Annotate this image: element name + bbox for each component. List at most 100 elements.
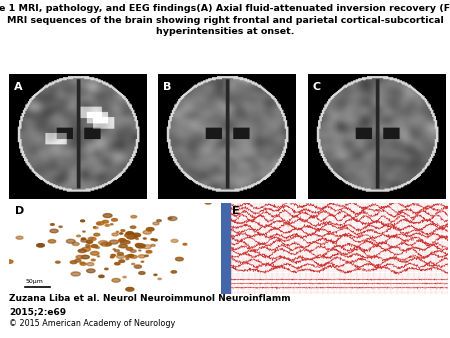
Circle shape xyxy=(87,269,95,273)
Circle shape xyxy=(78,250,81,251)
Circle shape xyxy=(111,255,116,257)
Circle shape xyxy=(94,227,98,229)
Text: D: D xyxy=(15,206,24,216)
Circle shape xyxy=(37,244,45,247)
Circle shape xyxy=(56,261,60,263)
Circle shape xyxy=(97,223,100,224)
Circle shape xyxy=(83,231,85,232)
Circle shape xyxy=(117,255,125,259)
Circle shape xyxy=(103,214,112,218)
Circle shape xyxy=(153,222,159,225)
Circle shape xyxy=(76,191,79,192)
Circle shape xyxy=(120,233,123,234)
Circle shape xyxy=(146,250,152,253)
Circle shape xyxy=(112,279,120,282)
Circle shape xyxy=(71,272,80,276)
Circle shape xyxy=(110,224,113,225)
Circle shape xyxy=(139,250,141,251)
Circle shape xyxy=(126,240,128,241)
Circle shape xyxy=(50,229,58,233)
Circle shape xyxy=(176,257,183,261)
Circle shape xyxy=(136,244,145,248)
Circle shape xyxy=(158,278,161,280)
Circle shape xyxy=(97,256,99,257)
Circle shape xyxy=(88,237,96,241)
Circle shape xyxy=(76,256,84,259)
Circle shape xyxy=(90,238,94,239)
Circle shape xyxy=(5,260,13,263)
Circle shape xyxy=(99,241,108,245)
Circle shape xyxy=(109,240,118,244)
Text: 50μm: 50μm xyxy=(25,279,43,284)
Circle shape xyxy=(120,242,123,243)
Circle shape xyxy=(151,239,154,240)
Bar xyxy=(220,203,230,294)
Circle shape xyxy=(126,258,129,260)
Circle shape xyxy=(126,235,134,238)
Circle shape xyxy=(82,247,90,251)
Circle shape xyxy=(80,262,85,264)
Circle shape xyxy=(134,236,137,237)
Circle shape xyxy=(75,259,81,262)
Circle shape xyxy=(86,241,93,243)
Circle shape xyxy=(115,263,120,265)
Circle shape xyxy=(99,275,104,277)
Circle shape xyxy=(126,232,133,235)
Circle shape xyxy=(153,239,157,241)
Circle shape xyxy=(103,220,108,223)
Text: A: A xyxy=(14,82,22,92)
Circle shape xyxy=(135,243,143,247)
Circle shape xyxy=(139,272,145,274)
Circle shape xyxy=(94,227,96,228)
Circle shape xyxy=(81,239,87,242)
Circle shape xyxy=(131,215,137,218)
Circle shape xyxy=(119,244,127,248)
Circle shape xyxy=(128,235,137,239)
Circle shape xyxy=(86,246,90,248)
Circle shape xyxy=(119,239,126,242)
Circle shape xyxy=(112,233,118,236)
Circle shape xyxy=(105,224,109,226)
Circle shape xyxy=(145,255,148,257)
Circle shape xyxy=(144,238,146,239)
Circle shape xyxy=(142,245,151,249)
Circle shape xyxy=(151,244,155,246)
Circle shape xyxy=(130,255,137,258)
Circle shape xyxy=(90,251,99,255)
Circle shape xyxy=(116,231,118,232)
Circle shape xyxy=(119,246,121,247)
Circle shape xyxy=(157,220,161,222)
Circle shape xyxy=(76,235,81,237)
Circle shape xyxy=(81,255,90,259)
Circle shape xyxy=(126,287,134,291)
Circle shape xyxy=(143,231,151,234)
Circle shape xyxy=(126,255,131,258)
Circle shape xyxy=(127,236,135,239)
Circle shape xyxy=(50,224,54,225)
Text: E: E xyxy=(232,206,239,216)
Circle shape xyxy=(16,236,23,239)
Circle shape xyxy=(70,261,77,264)
Circle shape xyxy=(112,219,117,221)
Circle shape xyxy=(123,276,126,278)
Circle shape xyxy=(78,249,86,252)
Circle shape xyxy=(81,220,85,222)
Circle shape xyxy=(66,239,75,243)
Circle shape xyxy=(80,263,86,265)
Circle shape xyxy=(97,222,104,225)
Circle shape xyxy=(171,271,176,273)
Circle shape xyxy=(126,247,133,250)
Circle shape xyxy=(101,242,110,246)
Circle shape xyxy=(128,255,134,257)
Circle shape xyxy=(91,259,95,261)
Circle shape xyxy=(169,218,172,219)
Circle shape xyxy=(132,233,140,237)
Circle shape xyxy=(110,256,114,258)
Text: Figure 1 MRI, pathology, and EEG findings(A) Axial fluid-attenuated inversion re: Figure 1 MRI, pathology, and EEG finding… xyxy=(0,4,450,36)
Circle shape xyxy=(87,263,94,266)
Circle shape xyxy=(48,240,56,243)
Circle shape xyxy=(94,233,100,236)
Circle shape xyxy=(72,242,79,245)
Circle shape xyxy=(121,230,125,232)
Circle shape xyxy=(114,250,119,252)
